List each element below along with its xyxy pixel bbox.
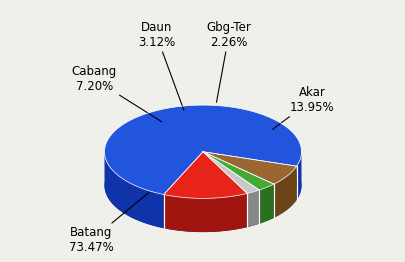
Polygon shape (104, 152, 163, 228)
Polygon shape (202, 152, 296, 184)
Polygon shape (202, 152, 259, 193)
Ellipse shape (104, 139, 301, 232)
Polygon shape (296, 152, 301, 200)
Text: Akar
13.95%: Akar 13.95% (272, 86, 333, 129)
Polygon shape (202, 152, 273, 190)
Polygon shape (247, 190, 259, 227)
Polygon shape (273, 166, 296, 218)
Polygon shape (163, 193, 247, 232)
Text: Gbg-Ter
2.26%: Gbg-Ter 2.26% (206, 21, 251, 102)
Text: Cabang
7.20%: Cabang 7.20% (71, 65, 161, 122)
Text: Batang
73.47%: Batang 73.47% (69, 192, 149, 254)
Polygon shape (104, 105, 301, 194)
Polygon shape (163, 152, 247, 198)
Text: Daun
3.12%: Daun 3.12% (137, 21, 183, 110)
Polygon shape (259, 184, 273, 224)
